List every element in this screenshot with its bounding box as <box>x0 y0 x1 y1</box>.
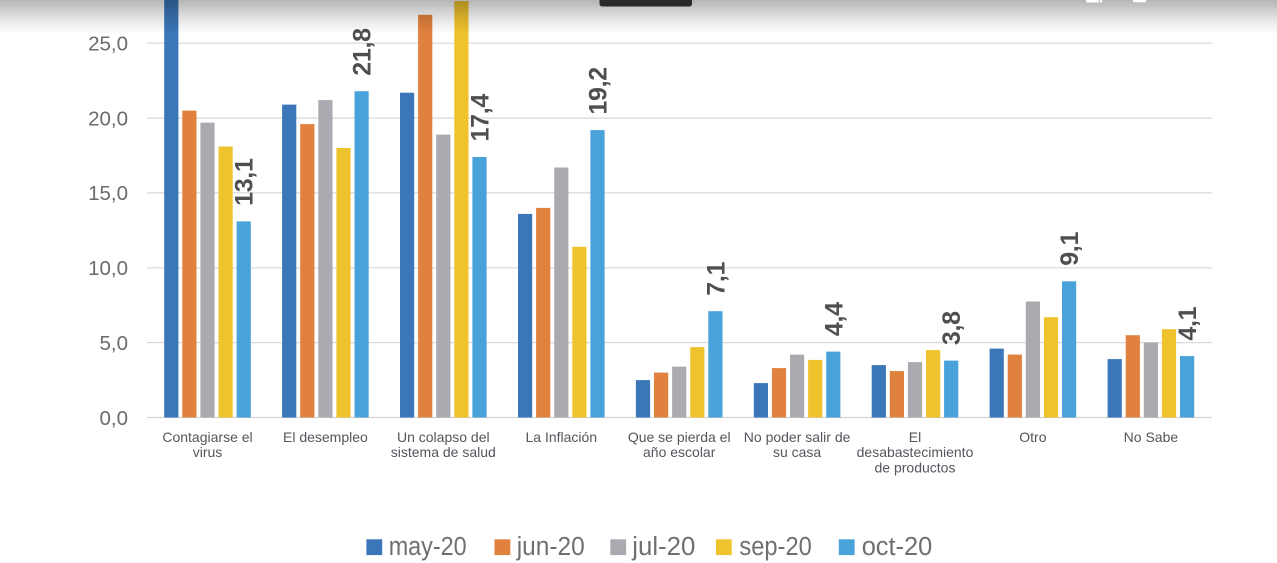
svg-text:su casa: su casa <box>773 444 821 460</box>
svg-text:17,4: 17,4 <box>467 94 495 142</box>
svg-text:desabastecimiento: desabastecimiento <box>857 444 974 460</box>
svg-text:13,1: 13,1 <box>231 158 259 206</box>
svg-text:25,0: 25,0 <box>88 33 128 56</box>
svg-text:oct-20: oct-20 <box>862 533 933 561</box>
svg-text:año escolar: año escolar <box>643 444 716 460</box>
svg-text:El desempleo: El desempleo <box>283 429 368 445</box>
svg-text:No poder salir de: No poder salir de <box>744 429 851 445</box>
svg-text:21,8: 21,8 <box>349 28 377 76</box>
svg-text:7,1: 7,1 <box>702 261 730 295</box>
svg-text:sep-20: sep-20 <box>739 533 811 561</box>
svg-text:20,0: 20,0 <box>88 107 128 130</box>
svg-text:Un colapso del: Un colapso del <box>397 429 490 445</box>
svg-text:La Inflación: La Inflación <box>525 429 597 445</box>
svg-text:sistema de salud: sistema de salud <box>391 444 496 460</box>
svg-text:9,1: 9,1 <box>1056 232 1084 266</box>
svg-text:El: El <box>909 429 921 445</box>
svg-text:Contagiarse el: Contagiarse el <box>162 429 252 445</box>
svg-text:de productos: de productos <box>875 459 956 475</box>
svg-text:0,0: 0,0 <box>100 407 129 430</box>
svg-text:virus: virus <box>193 444 223 460</box>
svg-text:No Sabe: No Sabe <box>1124 429 1179 445</box>
svg-text:4,1: 4,1 <box>1174 306 1202 340</box>
svg-text:3,8: 3,8 <box>938 311 966 345</box>
svg-text:Que se pierda el: Que se pierda el <box>628 429 731 445</box>
svg-text:5,0: 5,0 <box>100 332 129 355</box>
svg-text:4,4: 4,4 <box>820 302 848 336</box>
svg-text:jul-20: jul-20 <box>631 533 695 561</box>
svg-text:15,0: 15,0 <box>88 182 128 205</box>
svg-text:Otro: Otro <box>1019 429 1046 445</box>
svg-text:may-20: may-20 <box>389 533 467 561</box>
svg-text:jun-20: jun-20 <box>516 533 585 561</box>
svg-text:10,0: 10,0 <box>88 257 128 280</box>
svg-text:19,2: 19,2 <box>585 67 613 114</box>
